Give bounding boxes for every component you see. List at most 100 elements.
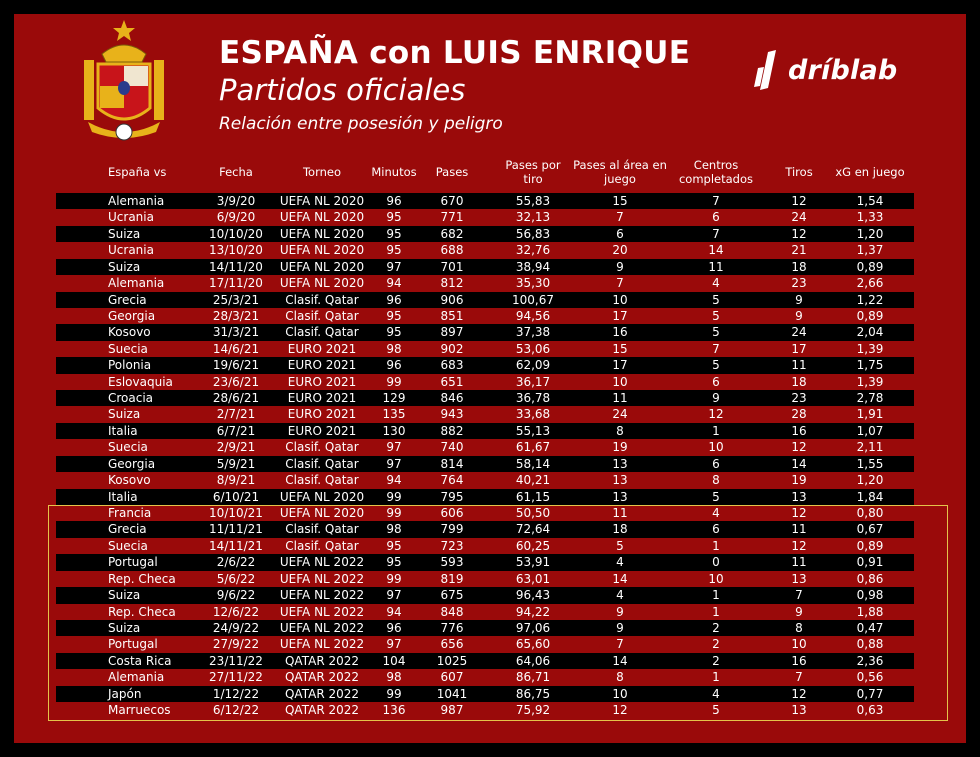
column-header: Fecha <box>219 165 253 179</box>
cell-passes: 819 <box>440 571 464 586</box>
cell-shots: 23 <box>791 391 807 406</box>
cell-opponent: Alemania <box>108 670 165 685</box>
cell-passes: 776 <box>440 620 464 635</box>
cell-xg: 1,54 <box>856 194 884 208</box>
cell-opponent: Polonia <box>108 358 152 373</box>
cell-passes-per-shot: 36,78 <box>515 391 551 406</box>
cell-opponent: Costa Rica <box>108 653 172 668</box>
cell-minutes: 98 <box>386 670 402 685</box>
cell-minutes: 136 <box>382 703 406 718</box>
table-row: Suiza 24/9/22 UEFA NL 2022 96 776 97,06 9 2 8 0,4… <box>56 619 914 637</box>
cell-minutes: 95 <box>386 325 402 340</box>
cell-passes-per-shot: 36,17 <box>515 374 551 389</box>
cell-box-passes: 14 <box>612 653 628 668</box>
cell-opponent: Suecia <box>108 440 148 455</box>
cell-crosses: 5 <box>712 358 720 373</box>
column-header: xG en juego <box>835 165 905 179</box>
cell-date: 27/11/22 <box>209 670 263 685</box>
cell-passes: 682 <box>440 226 464 241</box>
cell-minutes: 97 <box>386 588 402 603</box>
cell-box-passes: 7 <box>616 637 624 652</box>
cell-shots: 12 <box>791 686 807 701</box>
cell-opponent: Georgia <box>108 456 156 471</box>
cell-box-passes: 8 <box>616 423 624 438</box>
cell-tournament: UEFA NL 2020 <box>279 210 365 225</box>
table-row: Georgia 28/3/21 Clasif. Qatar 95 851 94,56 17 5… <box>56 307 914 325</box>
cell-minutes: 98 <box>386 341 402 356</box>
cell-minutes: 95 <box>386 210 402 225</box>
cell-passes-per-shot: 53,06 <box>515 341 551 356</box>
cell-tournament: QATAR 2022 <box>284 670 360 685</box>
table-header: España vs Fecha Torneo Minutos Pases Pas… <box>56 152 914 192</box>
cell-opponent: Rep. Checa <box>108 604 176 619</box>
cell-opponent: Suiza <box>108 259 141 274</box>
cell-box-passes: 10 <box>612 374 628 389</box>
cell-date: 25/3/21 <box>212 292 260 307</box>
cell-crosses: 10 <box>708 571 724 586</box>
cell-opponent: Francia <box>108 506 152 521</box>
cell-crosses: 4 <box>712 276 720 291</box>
cell-xg: 0,56 <box>856 670 884 685</box>
cell-crosses: 1 <box>712 670 720 685</box>
cell-passes: 897 <box>440 325 464 340</box>
cell-minutes: 95 <box>386 226 402 241</box>
table-row: Suiza 9/6/22 UEFA NL 2022 97 675 96,43 4 1 7 0,98 <box>56 587 914 604</box>
cell-shots: 11 <box>791 522 807 537</box>
cell-minutes: 94 <box>386 473 402 488</box>
cell-minutes: 94 <box>386 604 402 619</box>
cell-passes: 683 <box>440 358 464 373</box>
cell-minutes: 95 <box>386 243 402 258</box>
cell-tournament: UEFA NL 2020 <box>279 506 365 521</box>
page-tagline: Relación entre posesión y peligro <box>219 114 503 134</box>
cell-passes-per-shot: 100,67 <box>512 292 554 307</box>
cell-tournament: Clasif. Qatar <box>285 538 359 553</box>
cell-box-passes: 7 <box>616 210 624 225</box>
cell-date: 23/11/22 <box>209 653 263 668</box>
cell-passes-per-shot: 55,13 <box>515 423 551 438</box>
cell-xg: 1,20 <box>856 473 884 488</box>
cell-opponent: Alemania <box>108 276 165 291</box>
cell-crosses: 14 <box>708 243 724 258</box>
table-row: Suecia 2/9/21 Clasif. Qatar 97 740 61,67 19 10 1… <box>56 439 914 456</box>
cell-opponent: Marruecos <box>108 703 171 718</box>
cell-box-passes: 13 <box>612 456 628 471</box>
cell-xg: 0,89 <box>856 538 884 553</box>
cell-box-passes: 15 <box>612 194 628 208</box>
cell-date: 3/9/20 <box>216 194 256 208</box>
cell-tournament: UEFA NL 2022 <box>279 637 365 652</box>
cell-tournament: EURO 2021 <box>287 374 357 389</box>
cell-passes: 740 <box>440 440 464 455</box>
cell-tournament: Clasif. Qatar <box>285 292 359 307</box>
cell-minutes: 96 <box>386 358 402 373</box>
column-header: Tiros <box>785 165 813 179</box>
table-row: Suiza 10/10/20 UEFA NL 2020 95 682 56,83 6 7 12 1… <box>56 225 914 243</box>
cell-box-passes: 4 <box>616 555 624 570</box>
cell-opponent: Ucrania <box>108 243 154 258</box>
cell-xg: 1,37 <box>856 243 884 258</box>
cell-date: 27/9/22 <box>212 637 260 652</box>
cell-shots: 17 <box>791 341 807 356</box>
cell-box-passes: 11 <box>612 506 628 521</box>
cell-passes: 1041 <box>436 686 468 701</box>
cell-shots: 10 <box>791 637 807 652</box>
cell-opponent: Italia <box>108 489 138 504</box>
column-header: Torneo <box>302 165 342 179</box>
cell-passes: 771 <box>440 210 464 225</box>
cell-opponent: Kosovo <box>108 473 151 488</box>
cell-date: 6/9/20 <box>216 210 256 225</box>
cell-box-passes: 9 <box>616 259 624 274</box>
table-row: Suecia 14/11/21 Clasif. Qatar 95 723 60,25 5 1 1… <box>56 537 914 555</box>
cell-date: 9/6/22 <box>216 588 256 603</box>
table-row: Ucrania 6/9/20 UEFA NL 2020 95 771 32,13 7 6 24 1… <box>56 209 914 226</box>
cell-minutes: 96 <box>386 292 402 307</box>
page-subtitle: Partidos oficiales <box>219 73 466 107</box>
cell-opponent: Eslovaquia <box>108 374 173 389</box>
cell-date: 6/10/21 <box>212 489 260 504</box>
cell-passes: 902 <box>440 341 464 356</box>
cell-tournament: Clasif. Qatar <box>285 456 359 471</box>
cell-passes-per-shot: 37,38 <box>515 325 551 340</box>
cell-minutes: 99 <box>386 506 402 521</box>
cell-xg: 0,91 <box>856 555 884 570</box>
cell-box-passes: 18 <box>612 522 628 537</box>
column-header: España vs <box>108 165 167 179</box>
